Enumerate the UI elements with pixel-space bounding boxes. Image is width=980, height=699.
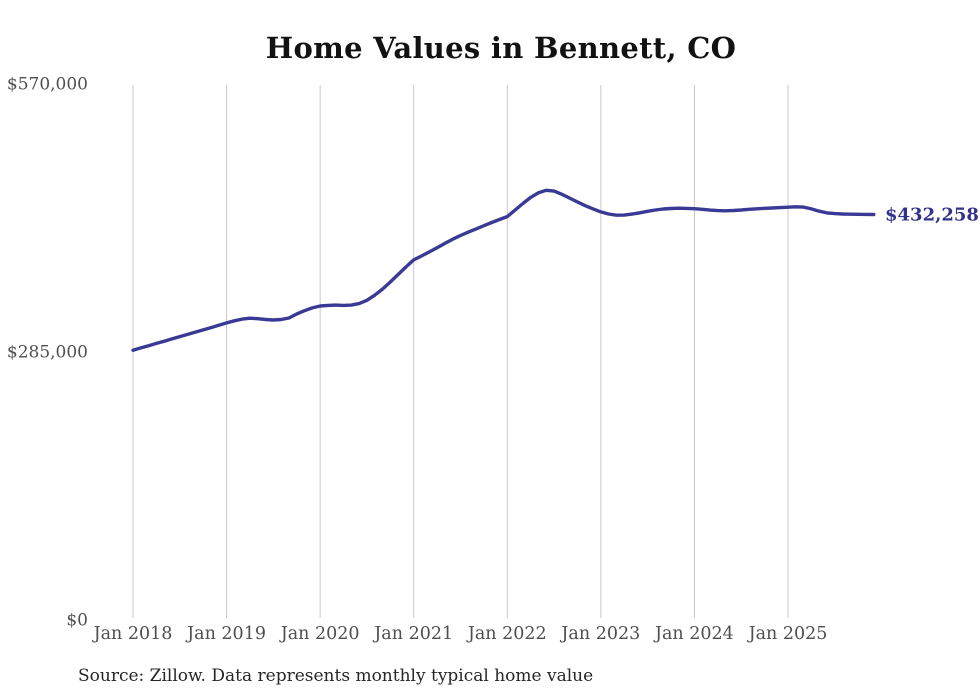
x-axis-label: Jan 2020 [280,624,360,644]
x-axis-label: Jan 2024 [654,624,734,644]
x-axis-label: Jan 2022 [467,624,547,644]
y-axis-label: $570,000 [6,74,88,95]
x-axis-label: Jan 2018 [93,624,173,644]
x-axis-label: Jan 2021 [374,624,454,644]
y-axis-label: $0 [66,610,88,631]
x-axis-label: Jan 2019 [187,624,266,644]
x-axis-label: Jan 2025 [748,624,828,644]
y-axis-label: $285,000 [6,342,88,363]
home-value-line [131,188,876,352]
x-axis-label: Jan 2023 [561,624,641,644]
chart-title: Home Values in Bennett, CO [265,31,737,65]
source-note: Source: Zillow. Data represents monthly … [78,666,594,686]
last-value-label: $432,258 [885,204,979,226]
